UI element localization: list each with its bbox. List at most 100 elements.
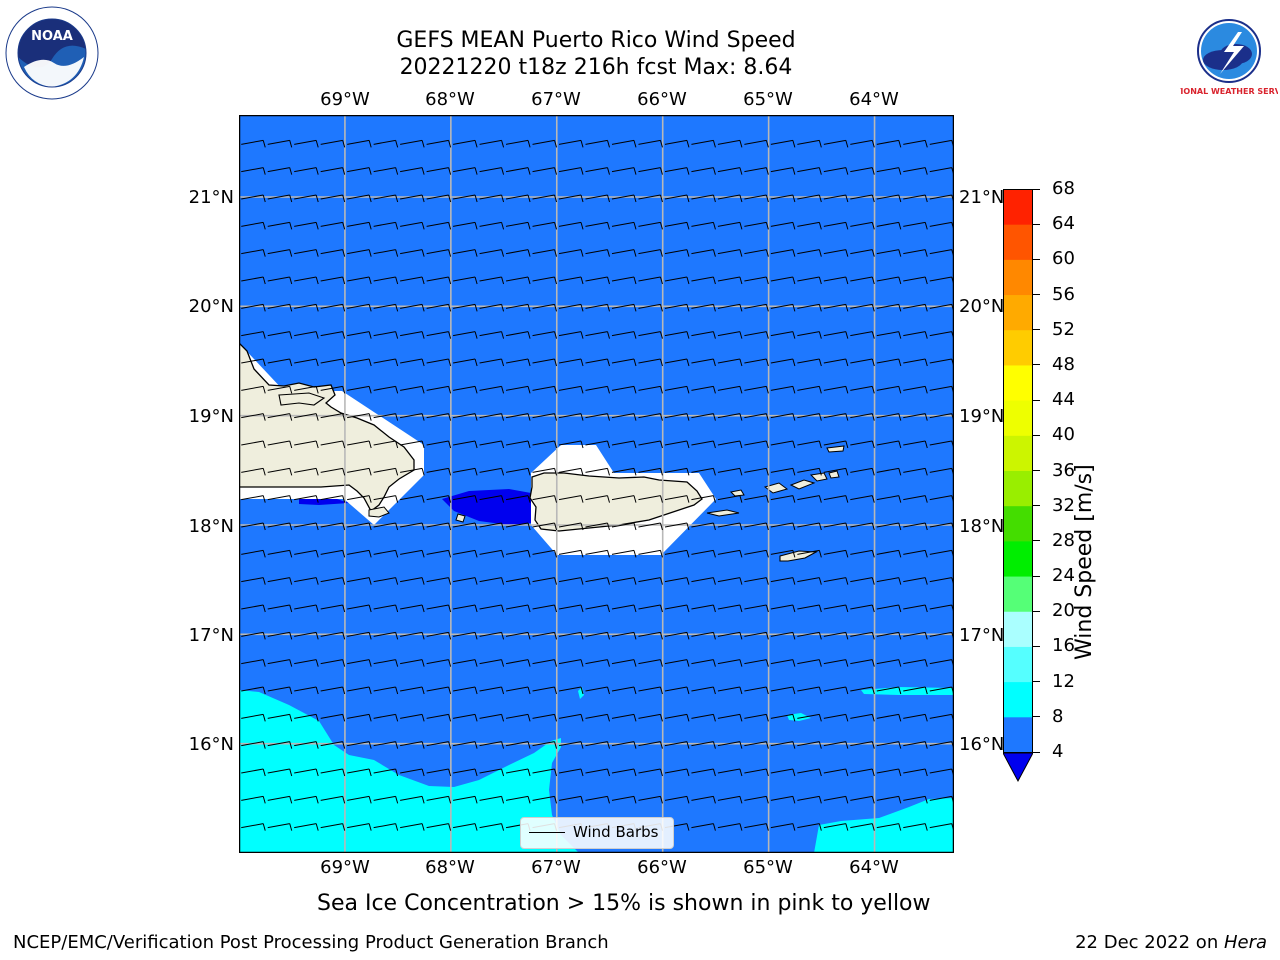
wind-barb: [744, 604, 769, 613]
wind-barb: [373, 276, 399, 285]
wind-barb: [426, 741, 452, 749]
wind-barb: [373, 385, 399, 394]
wind-barb: [294, 194, 319, 203]
wind-barb: [850, 358, 875, 367]
wind-barb: [373, 577, 399, 585]
wind-barb: [664, 194, 690, 203]
wind-barb: [797, 413, 822, 421]
wind-barb: [744, 440, 769, 449]
colorbar-band: [1003, 224, 1033, 260]
wind-barb: [558, 741, 584, 749]
wind-barb: [850, 249, 875, 257]
wind-barb: [691, 385, 716, 394]
wind-barb: [320, 631, 346, 640]
wind-barb: [903, 713, 928, 722]
wind-barb: [294, 303, 319, 312]
wind-barb: [505, 549, 531, 558]
wind-barb: [241, 522, 266, 531]
wind-barb: [585, 768, 610, 777]
wind-barb: [770, 139, 796, 148]
wind-barb: [876, 795, 902, 804]
wind-barb: [347, 194, 372, 203]
wind-barb: [505, 440, 531, 449]
wind-barb: [717, 303, 743, 312]
wind-barb: [505, 167, 531, 175]
wind-barb: [347, 249, 372, 257]
wind-barb: [347, 221, 372, 230]
wind-barb: [241, 686, 266, 695]
wind-barb: [823, 303, 849, 312]
wind-band-8-12-south: [239, 690, 579, 853]
wind-barb: [823, 604, 849, 613]
wind-barb: [241, 303, 266, 312]
colorbar-tick-mark: [1033, 258, 1040, 260]
wind-barb: [294, 413, 319, 421]
wind-barb: [611, 385, 637, 394]
wind-barb: [505, 467, 531, 476]
wind-barb: [347, 604, 372, 613]
wind-barb: [664, 385, 690, 394]
wind-barb: [638, 577, 663, 585]
wind-barb: [797, 303, 822, 312]
wind-barb: [585, 385, 610, 394]
wind-barb: [770, 413, 796, 421]
wind-barb: [532, 686, 558, 695]
wind-barb: [585, 358, 610, 367]
colorbar-tick-mark: [1033, 399, 1040, 401]
wind-barb: [903, 795, 928, 804]
land-anegada: [826, 445, 845, 453]
wind-barb: [850, 194, 875, 203]
wind-barb: [664, 413, 690, 421]
wind-barb: [611, 495, 637, 503]
wind-barb: [876, 741, 902, 749]
wind-barb: [664, 686, 690, 695]
wind-barb: [400, 221, 425, 230]
wind-barb: [267, 413, 293, 421]
wind-barb: [532, 331, 558, 339]
lon-label-bottom: 69°W: [320, 857, 370, 878]
wind-barb: [558, 249, 584, 257]
wind-barb: [638, 467, 663, 476]
lon-label-bottom: 65°W: [743, 857, 793, 878]
wind-barb: [426, 139, 452, 148]
land-st-croix: [779, 550, 818, 562]
wind-barb: [558, 440, 584, 449]
wind-barb: [320, 440, 346, 449]
wind-barb: [585, 577, 610, 585]
wind-barb: [770, 467, 796, 476]
lat-label-left: 21°N: [188, 187, 234, 208]
wind-barb: [850, 631, 875, 640]
wind-barb: [770, 768, 796, 777]
lat-label-left: 18°N: [188, 516, 234, 537]
wind-barb: [876, 139, 902, 148]
colorbar-tick-mark: [1033, 645, 1040, 647]
wind-barb: [664, 631, 690, 640]
wind-barb: [638, 522, 663, 531]
wind-barb: [770, 167, 796, 175]
wind-barb: [505, 795, 531, 804]
wind-barb: [717, 741, 743, 749]
colorbar-tick-mark: [1033, 188, 1040, 190]
wind-barb: [664, 768, 690, 777]
wind-barb: [797, 604, 822, 613]
wind-barb: [797, 823, 822, 831]
lon-label-top: 64°W: [849, 89, 899, 110]
wind-barb: [479, 549, 505, 558]
wind-barb: [347, 713, 372, 722]
wind-barb: [373, 659, 399, 667]
wind-barb: [267, 741, 293, 749]
wind-barb: [400, 139, 425, 148]
wind-barb: [294, 331, 319, 339]
wind-barb: [479, 221, 505, 230]
wind-barb: [400, 440, 425, 449]
wind-barb: [770, 385, 796, 394]
lat-label-left: 20°N: [188, 296, 234, 317]
wind-barb: [347, 331, 372, 339]
wind-barb: [426, 631, 452, 640]
wind-barb: [453, 577, 478, 585]
wind-barb: [479, 577, 505, 585]
wind-barb: [717, 522, 743, 531]
wind-barb: [479, 413, 505, 421]
land-samana: [278, 392, 326, 406]
colorbar-band: [1003, 364, 1033, 401]
